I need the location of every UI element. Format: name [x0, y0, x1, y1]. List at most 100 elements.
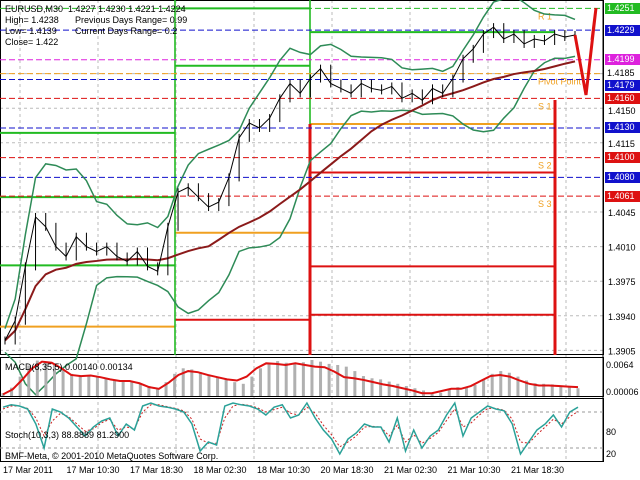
price-tick: 1.4045 — [608, 208, 636, 218]
macd-bar — [181, 368, 185, 396]
cur-range-text: Current Days Range= 0.2 — [75, 26, 178, 36]
stoch-main-line — [2, 401, 579, 456]
macd-bar — [241, 383, 245, 396]
macd-bar — [27, 365, 31, 396]
price-level-label: 1.4185 — [605, 68, 640, 80]
macd-bar — [576, 388, 580, 396]
macd-bar — [207, 374, 211, 396]
macd-bar — [473, 384, 477, 396]
price-level-label: 1.4229 — [605, 24, 640, 36]
macd-bar — [95, 376, 99, 396]
price-level-label: 1.4100 — [605, 152, 640, 164]
moving-average — [4, 60, 576, 342]
high-text: High= 1.4238 — [5, 15, 59, 25]
time-tick: 21 Mar 02:30 — [384, 465, 438, 475]
macd-bar — [293, 363, 297, 396]
macd-signal-line — [2, 360, 579, 396]
low-text: Low= 1.4139 — [5, 26, 57, 36]
price-tick: 1.3940 — [608, 312, 636, 322]
level-label: S 2 — [538, 161, 552, 171]
level-label: S 1 — [538, 101, 552, 111]
macd-bar — [164, 382, 168, 396]
macd-bar — [567, 387, 571, 396]
macd-bar — [447, 389, 451, 396]
price-tick: 1.3975 — [608, 277, 636, 287]
macd-bar — [559, 386, 563, 396]
macd-bar — [456, 387, 460, 396]
time-tick: 20 Mar 18:30 — [320, 465, 374, 475]
macd-bar — [61, 369, 65, 396]
price-level-label: 1.4130 — [605, 122, 640, 134]
time-tick: 18 Mar 02:30 — [193, 465, 247, 475]
macd-bar — [87, 375, 91, 396]
macd-bar — [336, 364, 340, 396]
macd-bar — [267, 362, 271, 396]
macd-bar — [499, 371, 503, 396]
macd-bar — [396, 383, 400, 396]
time-tick: 18 Mar 10:30 — [257, 465, 311, 475]
macd-bar — [155, 389, 159, 396]
stoch-label: Stoch(10,3,3) 88.8889 81.2900 — [5, 430, 130, 440]
prev-range-text: Previous Days Range= 0.99 — [75, 15, 188, 25]
price-level-label: 1.4179 — [605, 80, 640, 92]
level-label: S 3 — [538, 199, 552, 209]
macd-bar — [121, 381, 125, 396]
price-tick: 1.4150 — [608, 106, 636, 116]
stoch-tick-20: 20 — [606, 449, 617, 459]
macd-bar — [18, 376, 22, 396]
macd-bar — [361, 376, 365, 396]
macd-bar — [224, 379, 228, 396]
price-level-label: 1.4251 — [605, 2, 640, 14]
macd-label: MACD(8,35,5) 0.00140 0.00134 — [5, 362, 133, 372]
macd-bar — [1, 393, 5, 396]
bollinger-upper — [4, 0, 576, 329]
zigzag-line — [573, 7, 598, 96]
macd-bar — [104, 378, 108, 396]
time-tick: 17 Mar 10:30 — [66, 465, 120, 475]
macd-bar — [490, 373, 494, 396]
price-level-label: 1.4199 — [605, 54, 640, 66]
macd-bar — [370, 378, 374, 396]
macd-bar — [113, 380, 117, 396]
price-line — [4, 26, 576, 341]
macd-bar — [464, 387, 468, 396]
macd-bar — [344, 366, 348, 396]
close-text: Close= 1.422 — [5, 37, 59, 47]
macd-bar — [138, 383, 142, 396]
macd-bar — [482, 379, 486, 396]
macd-bar — [439, 392, 443, 396]
macd-bar — [10, 387, 14, 396]
macd-bar — [404, 386, 408, 396]
symbol: EURUSD,M30 — [5, 4, 64, 14]
macd-bar — [284, 362, 288, 396]
level-label: R 1 — [538, 11, 552, 21]
time-tick: 21 Mar 10:30 — [447, 465, 501, 475]
macd-bar — [78, 376, 82, 396]
macd-tick-low: 0.00006 — [606, 387, 639, 397]
time-tick: 17 Mar 18:30 — [130, 465, 184, 475]
macd-bar — [130, 382, 134, 396]
macd-bar — [276, 361, 280, 396]
price-tick: 1.3905 — [608, 346, 636, 356]
macd-bar — [52, 364, 56, 396]
copyright: BMF-Meta, © 2001-2010 MetaQuotes Softwar… — [5, 451, 219, 461]
price-level-label: 1.4160 — [605, 92, 640, 104]
macd-bar — [216, 377, 220, 396]
time-tick: 21 Mar 18:30 — [511, 465, 565, 475]
macd-bar — [250, 376, 254, 396]
stoch-signal-line — [2, 403, 579, 448]
macd-bar — [147, 386, 151, 396]
macd-bar — [44, 361, 48, 396]
ohlc: 1.4227 1.4230 1.4221 1.4224 — [68, 4, 186, 14]
price-tick: 1.4115 — [608, 139, 635, 149]
macd-bar — [319, 361, 323, 396]
macd-bar — [258, 368, 262, 396]
macd-bar — [379, 379, 383, 396]
macd-bar — [542, 383, 546, 396]
macd-bar — [233, 382, 237, 396]
macd-bar — [173, 373, 177, 396]
level-label: Pivot Point — [538, 77, 582, 87]
price-level-label: 1.4080 — [605, 171, 640, 183]
